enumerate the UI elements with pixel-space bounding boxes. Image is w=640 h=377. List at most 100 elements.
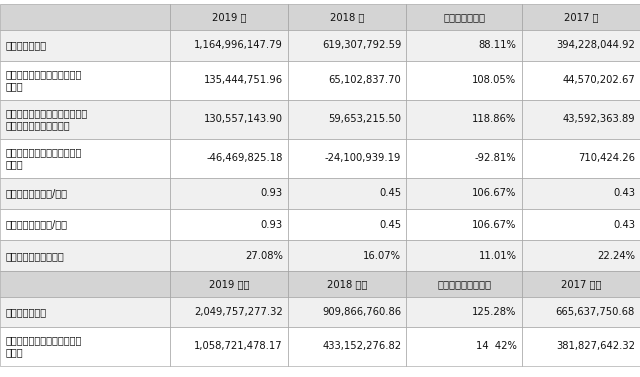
Text: 本年比上年增减: 本年比上年增减 <box>443 12 485 22</box>
Text: -24,100,939.19: -24,100,939.19 <box>325 153 401 163</box>
Bar <box>288 100 406 139</box>
Text: 1,164,996,147.79: 1,164,996,147.79 <box>194 40 283 51</box>
Bar <box>170 271 288 297</box>
Text: 归属于上市公司股东的净利润
（元）: 归属于上市公司股东的净利润 （元） <box>5 69 81 92</box>
Text: 0.45: 0.45 <box>379 219 401 230</box>
Bar <box>406 209 522 240</box>
Bar <box>406 61 522 100</box>
Bar <box>0 271 170 297</box>
Text: 经营活动产生的现金流量净额
（元）: 经营活动产生的现金流量净额 （元） <box>5 147 81 170</box>
Text: 归属于上市公司股东的净资产
（元）: 归属于上市公司股东的净资产 （元） <box>5 335 81 357</box>
Text: 0.45: 0.45 <box>379 188 401 198</box>
Bar <box>288 209 406 240</box>
Text: 135,444,751.96: 135,444,751.96 <box>204 75 283 86</box>
Text: 基本每股收益（元/股）: 基本每股收益（元/股） <box>5 188 67 198</box>
Text: 59,653,215.50: 59,653,215.50 <box>328 114 401 124</box>
Bar <box>522 100 640 139</box>
Text: 108.05%: 108.05% <box>472 75 516 86</box>
Bar <box>288 240 406 271</box>
Bar <box>0 100 170 139</box>
Bar <box>522 209 640 240</box>
Text: 2019 年末: 2019 年末 <box>209 279 249 289</box>
Text: 381,827,642.32: 381,827,642.32 <box>556 341 635 351</box>
Text: 16.07%: 16.07% <box>364 251 401 261</box>
Text: 394,228,044.92: 394,228,044.92 <box>556 40 635 51</box>
Bar <box>170 297 288 327</box>
Bar <box>406 100 522 139</box>
Bar <box>406 271 522 297</box>
Text: 88.11%: 88.11% <box>479 40 516 51</box>
Bar <box>170 240 288 271</box>
Bar <box>288 178 406 209</box>
Bar <box>170 30 288 61</box>
Bar <box>406 240 522 271</box>
Bar <box>522 61 640 100</box>
Text: 0.43: 0.43 <box>613 219 635 230</box>
Bar <box>170 4 288 30</box>
Bar <box>288 327 406 366</box>
Text: -92.81%: -92.81% <box>475 153 516 163</box>
Text: 125.28%: 125.28% <box>472 307 516 317</box>
Bar <box>0 209 170 240</box>
Bar <box>0 297 170 327</box>
Bar <box>170 327 288 366</box>
Text: 加权平均净资产收益率: 加权平均净资产收益率 <box>5 251 64 261</box>
Bar <box>522 178 640 209</box>
Text: 118.86%: 118.86% <box>472 114 516 124</box>
Bar <box>406 30 522 61</box>
Bar <box>522 271 640 297</box>
Text: 营业收入（元）: 营业收入（元） <box>5 40 46 51</box>
Text: 619,307,792.59: 619,307,792.59 <box>322 40 401 51</box>
Text: 0.93: 0.93 <box>260 188 283 198</box>
Bar <box>170 209 288 240</box>
Bar <box>288 297 406 327</box>
Text: 2018 年: 2018 年 <box>330 12 364 22</box>
Bar <box>170 178 288 209</box>
Text: 14  42%: 14 42% <box>476 341 516 351</box>
Bar <box>522 30 640 61</box>
Text: 资产总额（元）: 资产总额（元） <box>5 307 46 317</box>
Bar <box>406 139 522 178</box>
Bar <box>288 271 406 297</box>
Text: 2,049,757,277.32: 2,049,757,277.32 <box>194 307 283 317</box>
Bar <box>0 178 170 209</box>
Bar <box>522 139 640 178</box>
Text: 2018 年末: 2018 年末 <box>327 279 367 289</box>
Bar <box>0 327 170 366</box>
Bar <box>406 297 522 327</box>
Text: 106.67%: 106.67% <box>472 219 516 230</box>
Bar <box>288 30 406 61</box>
Text: 2017 年末: 2017 年末 <box>561 279 601 289</box>
Text: 2019 年: 2019 年 <box>212 12 246 22</box>
Bar <box>288 4 406 30</box>
Text: 2017 年: 2017 年 <box>564 12 598 22</box>
Text: 130,557,143.90: 130,557,143.90 <box>204 114 283 124</box>
Text: 44,570,202.67: 44,570,202.67 <box>562 75 635 86</box>
Text: -46,469,825.18: -46,469,825.18 <box>207 153 283 163</box>
Bar <box>522 240 640 271</box>
Text: 433,152,276.82: 433,152,276.82 <box>322 341 401 351</box>
Text: 909,866,760.86: 909,866,760.86 <box>322 307 401 317</box>
Bar <box>170 100 288 139</box>
Text: 710,424.26: 710,424.26 <box>578 153 635 163</box>
Text: 0.93: 0.93 <box>260 219 283 230</box>
Text: 1,058,721,478.17: 1,058,721,478.17 <box>195 341 283 351</box>
Text: 归属于上市公司股东的扣除非经
常性损益的净利润（元）: 归属于上市公司股东的扣除非经 常性损益的净利润（元） <box>5 108 88 130</box>
Text: 0.43: 0.43 <box>613 188 635 198</box>
Bar <box>0 240 170 271</box>
Bar <box>0 139 170 178</box>
Bar <box>522 327 640 366</box>
Bar <box>288 61 406 100</box>
Bar <box>0 61 170 100</box>
Bar <box>406 4 522 30</box>
Bar <box>170 139 288 178</box>
Text: 22.24%: 22.24% <box>597 251 635 261</box>
Text: 106.67%: 106.67% <box>472 188 516 198</box>
Text: 65,102,837.70: 65,102,837.70 <box>328 75 401 86</box>
Text: 11.01%: 11.01% <box>479 251 516 261</box>
Bar <box>406 327 522 366</box>
Text: 43,592,363.89: 43,592,363.89 <box>563 114 635 124</box>
Bar <box>0 4 170 30</box>
Text: 本年末比上年末增减: 本年末比上年末增减 <box>437 279 491 289</box>
Bar <box>406 178 522 209</box>
